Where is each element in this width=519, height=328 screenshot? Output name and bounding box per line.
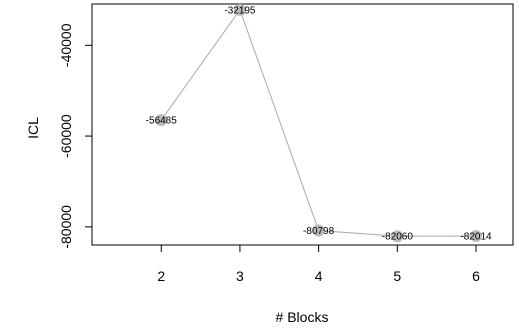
data-point — [391, 230, 404, 243]
data-label: -82014 — [460, 231, 492, 242]
x-axis: 2 3 4 5 6 — [157, 244, 480, 284]
data-point — [470, 229, 483, 242]
x-tick-label: 3 — [236, 268, 244, 284]
data-label: -80798 — [303, 226, 335, 237]
data-point — [312, 224, 325, 237]
y-axis: -40000 -60000 -80000 — [58, 23, 93, 249]
x-tick-label: 5 — [393, 268, 401, 284]
data-point — [233, 3, 246, 16]
x-tick-label: 6 — [472, 268, 480, 284]
x-tick-label: 2 — [157, 268, 165, 284]
series-line: -56485 -32195 -80798 -82060 -82014 — [146, 3, 492, 243]
y-tick-label: -60000 — [58, 114, 74, 158]
y-tick-label: -40000 — [58, 23, 74, 67]
x-axis-label: # Blocks — [276, 309, 329, 325]
data-label: -82060 — [382, 232, 414, 243]
y-tick-label: -80000 — [58, 205, 74, 249]
x-tick-label: 4 — [315, 268, 323, 284]
y-axis-label: ICL — [25, 117, 41, 139]
data-label: -56485 — [146, 116, 178, 127]
data-label: -32195 — [224, 5, 256, 16]
icl-line — [160, 8, 477, 237]
data-point — [155, 114, 168, 127]
